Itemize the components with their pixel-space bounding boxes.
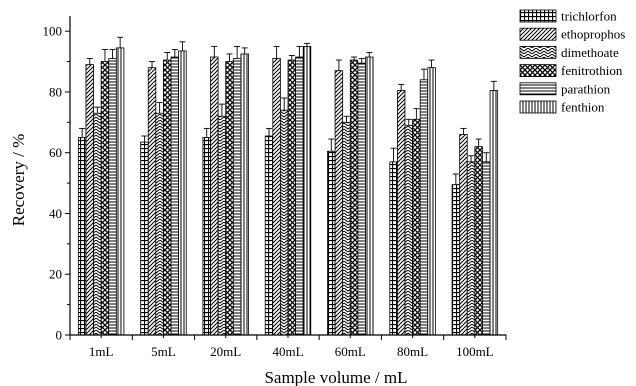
bar-fenthion-60mL	[365, 56, 374, 336]
bar-dimethoate-80mL	[404, 124, 413, 336]
bar-trichlorfon-60mL	[327, 150, 336, 336]
y-tick-label: 60	[49, 145, 62, 160]
bar-ethoprophos-5mL	[147, 67, 157, 336]
bar-dimethoate-5mL	[155, 112, 164, 336]
legend-swatch-dimethoate	[519, 46, 557, 59]
bar-fenthion-80mL	[427, 67, 436, 336]
bar-parathion-5mL	[170, 56, 180, 336]
legend-label-trichlorfon: trichlorfon	[561, 9, 617, 24]
bar-fenitrothion-5mL	[163, 59, 172, 336]
legend-swatch-ethoprophos	[519, 27, 557, 41]
bars-layer	[77, 45, 499, 336]
bar-fenitrothion-100mL	[474, 146, 483, 336]
x-tick-label-5mL: 5mL	[151, 344, 176, 359]
bar-dimethoate-60mL	[342, 121, 351, 336]
x-tick-label-1mL: 1mL	[89, 344, 114, 359]
y-axis-title: Recovery / %	[9, 134, 28, 227]
bar-trichlorfon-5mL	[140, 141, 149, 336]
bar-fenitrothion-80mL	[412, 118, 421, 336]
y-tick-label: 0	[56, 328, 63, 343]
legend: trichlorfon ethoprophos dimethoate fenitrot…	[519, 9, 625, 115]
bar-parathion-100mL	[482, 161, 491, 336]
bar-ethoprophos-60mL	[334, 70, 344, 336]
bar-fenitrothion-60mL	[349, 59, 359, 336]
bar-fenitrothion-20mL	[225, 61, 234, 336]
bar-ethoprophos-1mL	[85, 64, 94, 336]
bar-fenthion-100mL	[489, 90, 499, 336]
bar-dimethoate-100mL	[466, 161, 476, 336]
bar-fenthion-1mL	[115, 47, 125, 336]
bar-dimethoate-20mL	[217, 115, 227, 336]
legend-swatch-parathion	[519, 82, 557, 96]
legend-label-fenthion: fenthion	[561, 100, 605, 115]
legend-label-parathion: parathion	[561, 81, 611, 96]
legend-swatch-fenthion	[519, 100, 557, 114]
y-tick-label: 100	[43, 24, 63, 39]
bar-trichlorfon-1mL	[77, 137, 87, 336]
x-tick-label-20mL: 20mL	[210, 344, 241, 359]
x-tick-label-100mL: 100mL	[456, 344, 494, 359]
bar-trichlorfon-20mL	[202, 137, 211, 336]
error-bars-layer	[79, 36, 497, 185]
bar-fenitrothion-1mL	[100, 61, 110, 336]
bar-ethoprophos-40mL	[272, 58, 281, 336]
bar-dimethoate-40mL	[279, 109, 289, 336]
y-tick-label: 20	[49, 267, 62, 282]
y-tick-label: 40	[49, 206, 62, 221]
bar-ethoprophos-100mL	[459, 134, 468, 336]
bar-ethoprophos-80mL	[396, 90, 406, 336]
bar-fenthion-20mL	[240, 53, 249, 336]
x-axis-title: Sample volume / mL	[264, 368, 407, 386]
bar-trichlorfon-40mL	[264, 135, 274, 336]
x-tick-label-60mL: 60mL	[335, 344, 366, 359]
y-tick-label: 80	[49, 84, 62, 99]
legend-swatch-trichlorfon	[519, 9, 557, 23]
legend-label-dimethoate: dimethoate	[561, 45, 619, 60]
ticks-layer: 0 20 40 60 80 100 1mL 5mL 20mL 40mL 60mL 80mL 100mL	[43, 24, 507, 359]
bar-fenthion-40mL	[302, 45, 312, 336]
bar-ethoprophos-20mL	[210, 56, 219, 336]
bar-trichlorfon-80mL	[389, 161, 398, 336]
x-tick-label-80mL: 80mL	[397, 344, 428, 359]
bar-fenitrothion-40mL	[287, 59, 296, 336]
bar-parathion-1mL	[108, 58, 117, 336]
legend-label-fenitrothion: fenitrothion	[561, 63, 623, 78]
bar-dimethoate-1mL	[93, 112, 102, 336]
bar-fenthion-5mL	[178, 50, 187, 336]
bar-parathion-60mL	[357, 62, 366, 336]
bar-parathion-20mL	[232, 58, 242, 336]
bar-parathion-80mL	[419, 79, 429, 336]
legend-label-ethoprophos: ethoprophos	[561, 27, 625, 42]
bar-trichlorfon-100mL	[451, 184, 461, 336]
x-tick-label-40mL: 40mL	[272, 344, 303, 359]
legend-swatch-fenitrothion	[519, 64, 557, 77]
bar-parathion-40mL	[295, 56, 304, 336]
